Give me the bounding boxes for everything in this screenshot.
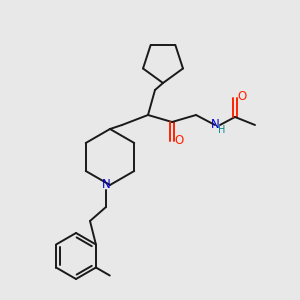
Text: N: N [211,118,219,130]
Text: H: H [218,125,226,135]
Text: O: O [174,134,184,148]
Text: O: O [237,91,247,103]
Text: N: N [102,178,110,191]
